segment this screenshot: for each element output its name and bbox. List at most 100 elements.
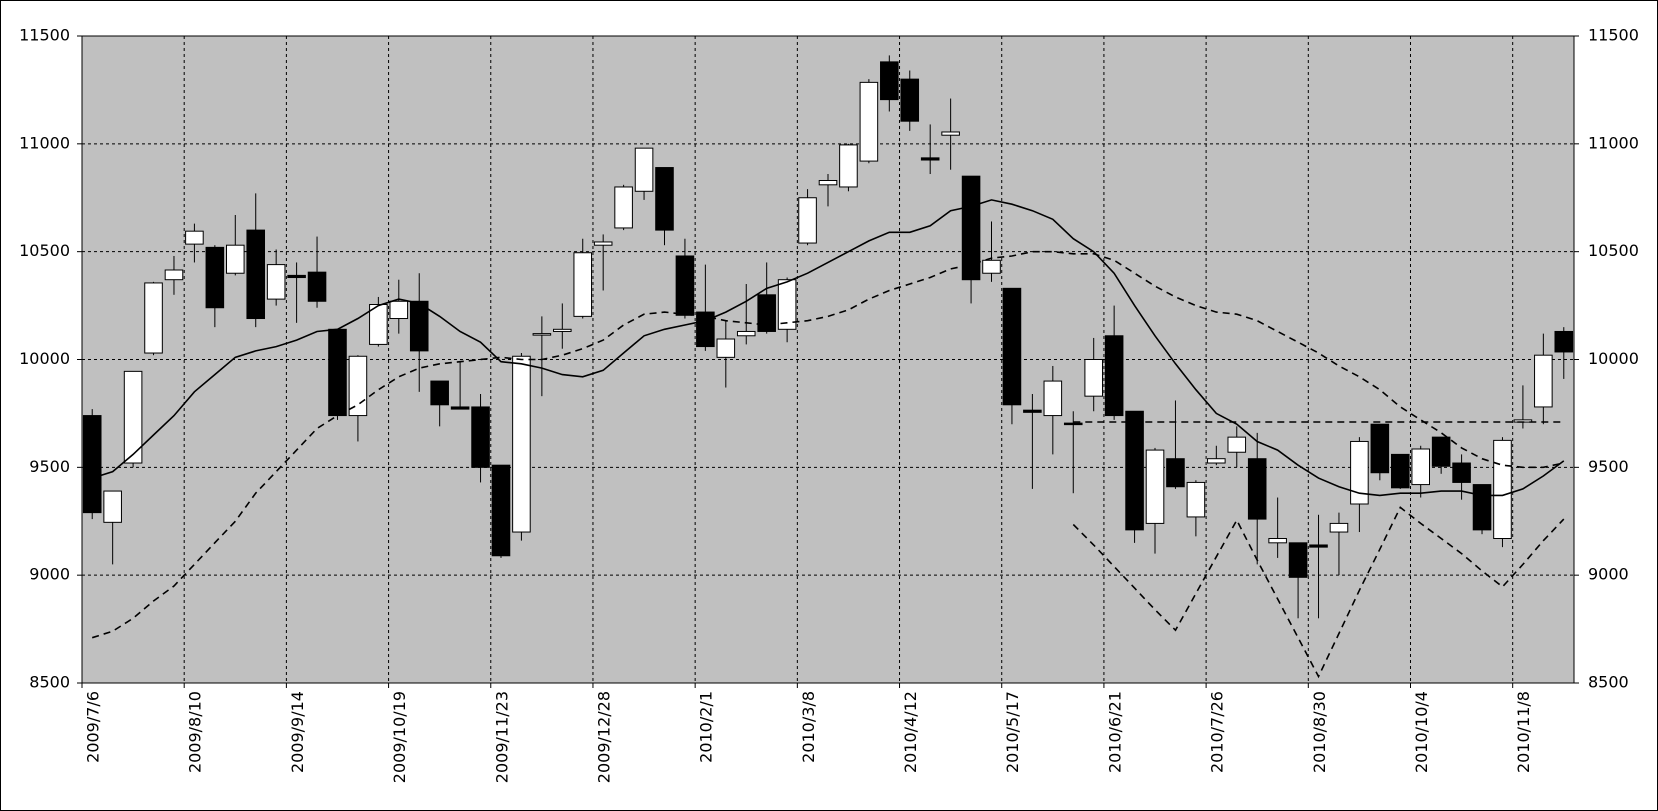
candle-body (1145, 449, 1165, 524)
candle-body (225, 244, 245, 274)
candle-body (736, 330, 756, 337)
y-tick-label: 10500 (19, 241, 70, 260)
x-tick-label: 2009/8/10 (186, 691, 205, 773)
candle-body (1288, 542, 1308, 578)
x-tick-label: 2009/7/6 (84, 691, 103, 763)
candle-body (757, 294, 776, 332)
candle-body (491, 464, 511, 557)
candle-body (185, 230, 204, 245)
candle-body (1350, 440, 1369, 505)
candle-body (82, 415, 102, 514)
x-tick-label: 2010/3/8 (799, 691, 818, 763)
candle-body (655, 167, 674, 231)
x-tick-label: 2009/11/23 (492, 691, 511, 783)
candle-body (1227, 436, 1247, 453)
y2-tick-label: 11000 (1588, 133, 1639, 152)
y2-tick-label: 9000 (1588, 565, 1629, 584)
candle-body (1247, 458, 1267, 520)
candle-body (696, 311, 715, 348)
candle-body (389, 300, 409, 320)
candle-body (1207, 458, 1226, 464)
candle-body (880, 61, 899, 101)
x-tick-label: 2010/7/26 (1208, 691, 1227, 773)
x-tick-label: 2010/4/12 (901, 691, 920, 773)
moving-average-line (91, 199, 1565, 497)
candle-body (1186, 481, 1206, 518)
candle-body (982, 259, 1001, 274)
candle-body (1063, 422, 1083, 426)
x-tick-label: 2009/10/19 (390, 691, 409, 783)
y-tick-label: 9000 (29, 565, 70, 584)
candle-body (1023, 409, 1042, 413)
candle-body (1431, 436, 1451, 467)
candle-body (430, 380, 449, 406)
candle-body (1002, 287, 1022, 406)
candle-body (675, 255, 695, 316)
candle-body (246, 229, 266, 320)
candle-body (1166, 458, 1185, 488)
moving-average-line (1072, 506, 1565, 679)
candle-body (532, 333, 552, 336)
y2-tick-label: 10000 (1588, 349, 1639, 368)
candle-body (1309, 544, 1328, 548)
x-tick-label: 2010/11/8 (1514, 691, 1533, 773)
y-tick-label: 11000 (19, 133, 70, 152)
candle-body (777, 279, 797, 330)
x-tick-label: 2010/6/21 (1105, 691, 1124, 773)
x-tick-label: 2010/8/30 (1310, 691, 1329, 773)
candle-body (1452, 462, 1471, 483)
candle-body (266, 264, 286, 300)
candle-body (593, 241, 613, 246)
candle-body (920, 157, 940, 161)
y2-tick-label: 9500 (1588, 457, 1629, 476)
y-tick-label: 11500 (19, 26, 70, 45)
candle-body (205, 246, 225, 309)
candle-body (1390, 453, 1410, 489)
candle-body (900, 78, 920, 122)
candle-body (409, 300, 429, 352)
candle-body (471, 406, 490, 468)
candle-body (164, 269, 184, 281)
candle-body (634, 147, 654, 192)
x-tick-label: 2010/10/4 (1412, 691, 1431, 773)
candle-body (369, 304, 388, 345)
candle-body (103, 490, 122, 523)
candle-body (1084, 359, 1103, 397)
x-tick-label: 2010/5/17 (1003, 691, 1022, 773)
candle-body (348, 355, 368, 417)
y2-tick-label: 10500 (1588, 241, 1639, 260)
candle-body (1472, 484, 1492, 531)
candle-body (307, 271, 327, 302)
candle-body (798, 197, 817, 244)
candle-body (450, 406, 470, 410)
y2-tick-label: 11500 (1588, 26, 1639, 45)
x-tick-label: 2009/12/28 (594, 691, 613, 783)
candle-body (1534, 354, 1553, 408)
candle-body (144, 282, 163, 354)
candle-body (1411, 448, 1431, 486)
candle-body (716, 338, 736, 358)
x-tick-label: 2010/2/1 (697, 691, 716, 763)
candle-body (328, 328, 347, 417)
candle-body (1104, 335, 1124, 417)
candle-body (1268, 538, 1287, 544)
candle-body (573, 252, 593, 317)
y-tick-label: 9500 (29, 457, 70, 476)
candle-body (818, 179, 838, 186)
candle-body (1043, 380, 1063, 417)
candle-body (553, 328, 572, 332)
candle-body (839, 144, 858, 188)
candle-body (287, 274, 306, 279)
candle-body (941, 131, 960, 136)
x-tick-label: 2009/9/14 (288, 691, 307, 773)
candle-body (123, 370, 143, 464)
y-tick-label: 10000 (19, 349, 70, 368)
candle-body (1493, 439, 1512, 540)
y-tick-label: 8500 (29, 673, 70, 692)
candle-body (512, 355, 531, 533)
candle-body (1125, 410, 1144, 531)
candle-body (1329, 522, 1349, 533)
y2-tick-label: 8500 (1588, 673, 1629, 692)
moving-average-line (91, 250, 1564, 639)
